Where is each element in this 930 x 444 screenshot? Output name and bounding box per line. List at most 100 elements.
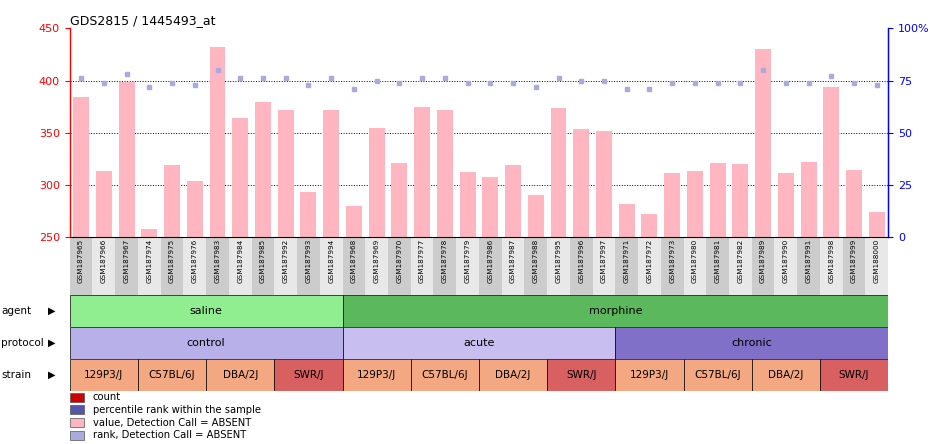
Text: DBA/2J: DBA/2J [222, 370, 258, 380]
Bar [616, 359, 684, 391]
Text: value, Detection Call = ABSENT: value, Detection Call = ABSENT [93, 418, 251, 428]
Text: 129P3/J: 129P3/J [630, 370, 669, 380]
Text: GSM187983: GSM187983 [215, 238, 220, 282]
Text: GSM187980: GSM187980 [692, 238, 698, 282]
Text: C57BL/6J: C57BL/6J [695, 370, 741, 380]
Bar [616, 327, 888, 359]
Bar [751, 359, 820, 391]
Bar [70, 295, 342, 327]
Bar [70, 418, 85, 427]
Bar [547, 359, 616, 391]
Text: GSM187966: GSM187966 [100, 238, 107, 282]
Text: GSM187995: GSM187995 [555, 238, 562, 282]
Bar [618, 204, 634, 237]
Bar [528, 195, 544, 237]
Bar [710, 163, 725, 237]
Text: percentile rank within the sample: percentile rank within the sample [93, 405, 260, 415]
Text: GSM187970: GSM187970 [396, 238, 403, 282]
Bar [70, 392, 85, 402]
Bar [411, 359, 479, 391]
Bar [115, 237, 138, 295]
Text: C57BL/6J: C57BL/6J [149, 370, 195, 380]
Text: GDS2815 / 1445493_at: GDS2815 / 1445493_at [70, 14, 215, 27]
Bar [820, 237, 843, 295]
Bar [342, 295, 888, 327]
Text: GSM187985: GSM187985 [260, 238, 266, 282]
Text: GSM187968: GSM187968 [351, 238, 357, 282]
Text: 129P3/J: 129P3/J [357, 370, 396, 380]
Bar [733, 164, 749, 237]
Text: SWR/J: SWR/J [839, 370, 870, 380]
Bar [324, 110, 339, 237]
Bar [138, 359, 206, 391]
Bar [164, 165, 180, 237]
Text: GSM187974: GSM187974 [146, 238, 153, 282]
Bar [755, 49, 771, 237]
Text: GSM187990: GSM187990 [783, 238, 789, 282]
Bar [547, 237, 570, 295]
Bar [459, 172, 475, 237]
Bar [501, 237, 525, 295]
Bar [388, 237, 411, 295]
Text: GSM187977: GSM187977 [419, 238, 425, 282]
Bar [141, 229, 157, 237]
Text: GSM187993: GSM187993 [305, 238, 312, 282]
Bar [411, 237, 433, 295]
Bar [70, 237, 92, 295]
Text: GSM187971: GSM187971 [624, 238, 630, 282]
Text: acute: acute [463, 338, 495, 348]
Bar [777, 174, 794, 237]
Bar [846, 170, 862, 237]
Bar [570, 237, 592, 295]
Bar [525, 237, 547, 295]
Text: GSM187969: GSM187969 [374, 238, 379, 282]
Bar [823, 87, 839, 237]
Bar [661, 237, 684, 295]
Text: GSM187976: GSM187976 [192, 238, 198, 282]
Text: GSM187989: GSM187989 [760, 238, 766, 282]
Text: GSM187979: GSM187979 [465, 238, 471, 282]
Text: DBA/2J: DBA/2J [768, 370, 804, 380]
Bar [751, 237, 775, 295]
Bar [206, 237, 229, 295]
Text: GSM187978: GSM187978 [442, 238, 448, 282]
Text: saline: saline [190, 306, 222, 316]
Text: GSM187986: GSM187986 [487, 238, 493, 282]
Bar [616, 237, 638, 295]
Text: GSM187965: GSM187965 [78, 238, 84, 282]
Bar [437, 110, 453, 237]
Text: GSM187967: GSM187967 [124, 238, 129, 282]
Bar [414, 107, 430, 237]
Text: GSM187996: GSM187996 [578, 238, 584, 282]
Bar [551, 108, 566, 237]
Bar [479, 237, 501, 295]
Bar [274, 359, 342, 391]
Text: agent: agent [1, 306, 31, 316]
Text: SWR/J: SWR/J [566, 370, 596, 380]
Bar [687, 171, 703, 237]
Bar [70, 327, 342, 359]
Bar [161, 237, 183, 295]
Bar [392, 163, 407, 237]
Text: DBA/2J: DBA/2J [496, 370, 531, 380]
Text: SWR/J: SWR/J [293, 370, 324, 380]
Bar [706, 237, 729, 295]
Bar [642, 214, 658, 237]
Bar [342, 327, 616, 359]
Text: GSM187997: GSM187997 [601, 238, 607, 282]
Text: GSM187987: GSM187987 [510, 238, 516, 282]
Bar [92, 237, 115, 295]
Bar [297, 237, 320, 295]
Bar [729, 237, 751, 295]
Bar [252, 237, 274, 295]
Bar [596, 131, 612, 237]
Text: GSM187981: GSM187981 [714, 238, 721, 282]
Text: GSM187972: GSM187972 [646, 238, 653, 282]
Text: control: control [187, 338, 225, 348]
Bar [638, 237, 661, 295]
Text: GSM187982: GSM187982 [737, 238, 743, 282]
Bar [119, 82, 135, 237]
Bar [573, 129, 590, 237]
Bar [483, 177, 498, 237]
Bar [300, 192, 316, 237]
